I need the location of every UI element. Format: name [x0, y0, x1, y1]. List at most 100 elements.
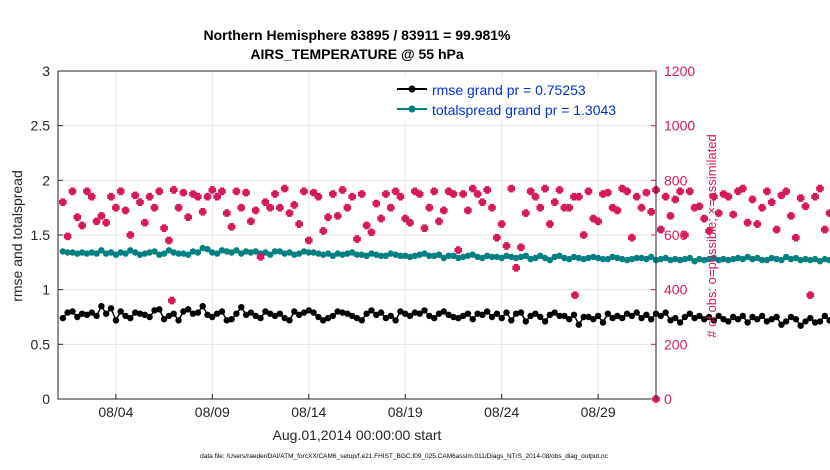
rmse-point	[561, 312, 568, 320]
obs-count-point	[406, 218, 414, 227]
obs-count-point	[116, 187, 125, 196]
totalspread-point	[368, 250, 375, 257]
rmse-point	[353, 314, 361, 322]
rmse-point	[286, 317, 293, 324]
totalspread-point	[435, 251, 443, 258]
rmse-point	[98, 302, 105, 310]
rmse-point	[816, 318, 824, 325]
rmse-point	[93, 312, 100, 320]
totalspread-point	[127, 247, 134, 254]
rmse-point	[493, 310, 501, 317]
rmse-point	[170, 310, 177, 317]
totalspread-point	[112, 251, 120, 258]
rmse-point	[599, 319, 607, 326]
obs-count-point	[256, 253, 265, 261]
rmse-point	[744, 319, 751, 326]
obs-count-series	[59, 184, 830, 403]
right-tick-label: 800	[664, 172, 688, 188]
obs-count-point	[440, 206, 448, 215]
obs-count-point	[705, 227, 713, 235]
rmse-point	[696, 312, 703, 320]
x-axis-ticks: 08/04 08/09 08/14 08/19 08/24 08/29	[98, 394, 616, 420]
rmse-point	[426, 312, 433, 320]
obs-count-point	[454, 246, 463, 254]
totalspread-point	[209, 249, 216, 256]
totalspread-series	[59, 244, 830, 265]
obs-count-point	[782, 187, 791, 196]
totalspread-point	[291, 251, 298, 258]
obs-count-point	[502, 242, 511, 250]
obs-count-point	[304, 236, 313, 245]
x-tick-label: 08/14	[291, 404, 326, 420]
rmse-point	[300, 309, 308, 316]
obs-count-point	[218, 187, 226, 196]
right-tick-label: 200	[664, 336, 688, 352]
left-tick-label: 1	[42, 282, 50, 298]
obs-count-point	[396, 192, 405, 201]
rmse-point	[440, 308, 447, 315]
totalspread-point	[450, 252, 457, 259]
totalspread-point	[508, 253, 515, 261]
obs-count-point	[806, 291, 815, 299]
obs-count-point	[700, 214, 709, 223]
rmse-point	[127, 314, 134, 322]
obs-count-point	[343, 203, 352, 212]
obs-count-point	[430, 187, 438, 196]
obs-count-point	[136, 198, 144, 206]
totalspread-point	[512, 254, 520, 262]
totalspread-point	[734, 254, 742, 262]
rmse-point	[705, 313, 713, 321]
rmse-point	[734, 316, 742, 323]
totalspread-point	[78, 249, 86, 256]
obs-count-point	[816, 184, 824, 193]
totalspread-point	[440, 254, 447, 262]
totalspread-point	[363, 252, 370, 259]
totalspread-point	[580, 255, 587, 263]
obs-count-point	[758, 203, 766, 212]
rmse-point	[792, 316, 800, 323]
x-tick-label: 08/04	[98, 404, 133, 420]
obs-count-point	[97, 212, 106, 220]
obs-count-point	[285, 209, 294, 217]
rmse-point	[662, 309, 669, 316]
totalspread-point	[117, 249, 124, 256]
obs-count-point	[338, 186, 347, 194]
rmse-point	[180, 308, 187, 315]
rmse-point	[204, 311, 211, 318]
totalspread-point	[758, 256, 766, 264]
rmse-series	[59, 302, 830, 329]
obs-count-point	[628, 233, 636, 242]
rmse-point	[604, 310, 611, 317]
rmse-point	[349, 312, 356, 320]
rmse-point	[450, 313, 457, 321]
rmse-point	[295, 311, 303, 318]
totalspread-point	[281, 250, 288, 257]
totalspread-point	[387, 250, 394, 257]
totalspread-point	[267, 251, 274, 258]
totalspread-point	[643, 255, 650, 263]
obs-extra-point	[571, 291, 579, 299]
obs-count-point	[121, 206, 130, 215]
right-tick-label: 1200	[664, 63, 695, 79]
right-tick-label: 1000	[664, 118, 695, 134]
obs-count-point	[295, 220, 303, 228]
rmse-point	[488, 313, 496, 321]
totalspread-point	[180, 250, 187, 257]
obs-count-point	[276, 203, 284, 212]
totalspread-point	[662, 254, 669, 262]
obs-count-point	[333, 212, 342, 220]
obs-count-point	[575, 192, 583, 201]
totalspread-point	[604, 255, 611, 263]
totalspread-point	[223, 248, 230, 255]
chart-title-line1: Northern Hemisphere 83895 / 83911 = 99.9…	[203, 27, 511, 43]
rmse-point	[725, 318, 732, 325]
totalspread-point	[479, 254, 486, 262]
totalspread-point	[527, 255, 534, 263]
rmse-point	[368, 307, 375, 314]
legend-spread-label: totalspread grand pr = 1.3043	[432, 102, 616, 118]
totalspread-point	[204, 246, 211, 253]
rmse-point	[566, 316, 573, 323]
rmse-point	[233, 310, 240, 317]
totalspread-point	[754, 254, 761, 262]
totalspread-point	[739, 255, 746, 263]
